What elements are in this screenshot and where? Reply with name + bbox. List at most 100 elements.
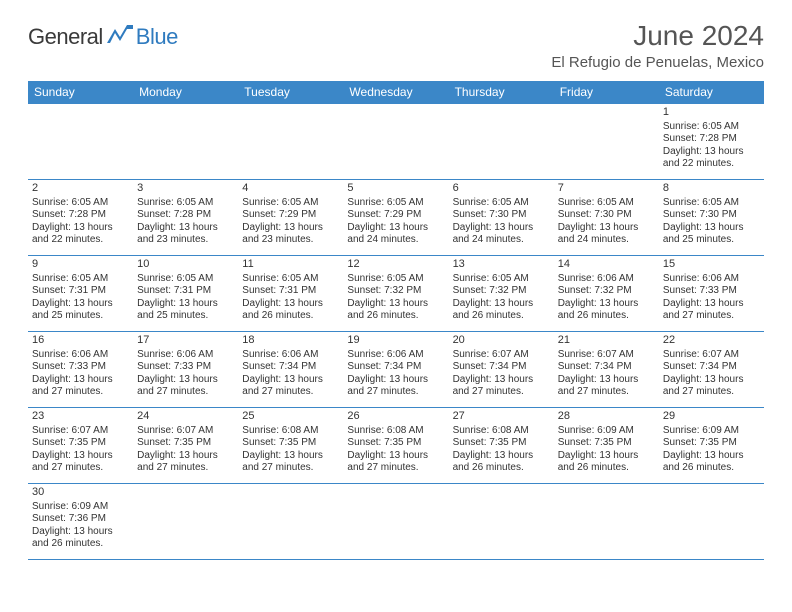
day-info-line: Sunrise: 6:06 AM [663,273,760,286]
day-number: 26 [347,410,444,424]
weekday-header: Friday [554,81,659,104]
day-number: 4 [242,182,339,196]
day-info-line: Sunrise: 6:07 AM [453,349,550,362]
day-info-line: and 27 minutes. [137,386,234,399]
day-info-line: and 26 minutes. [453,462,550,475]
calendar-cell-empty [343,484,448,560]
day-number: 23 [32,410,129,424]
calendar-row: 23Sunrise: 6:07 AMSunset: 7:35 PMDayligh… [28,408,764,484]
day-info-line: Sunset: 7:30 PM [558,209,655,222]
day-info-line: and 26 minutes. [347,310,444,323]
day-info-line: Sunrise: 6:05 AM [558,197,655,210]
day-info-line: Sunrise: 6:05 AM [32,273,129,286]
day-info-line: Sunset: 7:32 PM [347,285,444,298]
day-info-line: Daylight: 13 hours [32,526,129,539]
title-block: June 2024 El Refugio de Penuelas, Mexico [551,20,764,71]
day-info-line: and 27 minutes. [137,462,234,475]
day-number: 8 [663,182,760,196]
logo: General Blue [28,24,178,50]
calendar-cell-empty [343,104,448,180]
day-number: 12 [347,258,444,272]
day-number: 27 [453,410,550,424]
day-info-line: Sunrise: 6:05 AM [663,121,760,134]
calendar-cell: 29Sunrise: 6:09 AMSunset: 7:35 PMDayligh… [659,408,764,484]
calendar-cell-empty [28,104,133,180]
calendar-cell: 26Sunrise: 6:08 AMSunset: 7:35 PMDayligh… [343,408,448,484]
calendar-cell-empty [133,484,238,560]
day-number: 14 [558,258,655,272]
day-info-line: Sunset: 7:29 PM [242,209,339,222]
day-info-line: Daylight: 13 hours [32,298,129,311]
day-info-line: Sunrise: 6:05 AM [137,273,234,286]
day-info-line: Daylight: 13 hours [453,450,550,463]
day-info-line: and 22 minutes. [32,234,129,247]
day-info-line: Sunrise: 6:08 AM [453,425,550,438]
day-info-line: Sunset: 7:28 PM [137,209,234,222]
header: General Blue June 2024 El Refugio de Pen… [28,20,764,71]
calendar-cell: 11Sunrise: 6:05 AMSunset: 7:31 PMDayligh… [238,256,343,332]
calendar-cell: 6Sunrise: 6:05 AMSunset: 7:30 PMDaylight… [449,180,554,256]
day-info-line: Sunrise: 6:07 AM [137,425,234,438]
day-info-line: Sunrise: 6:09 AM [663,425,760,438]
day-info-line: Daylight: 13 hours [347,298,444,311]
weekday-header: Thursday [449,81,554,104]
day-info-line: Sunrise: 6:06 AM [347,349,444,362]
day-info-line: Sunset: 7:33 PM [32,361,129,374]
calendar-cell-empty [659,484,764,560]
day-info-line: and 27 minutes. [32,462,129,475]
day-info-line: and 22 minutes. [663,158,760,171]
calendar-cell: 8Sunrise: 6:05 AMSunset: 7:30 PMDaylight… [659,180,764,256]
calendar-cell: 16Sunrise: 6:06 AMSunset: 7:33 PMDayligh… [28,332,133,408]
day-info-line: and 26 minutes. [242,310,339,323]
day-number: 28 [558,410,655,424]
day-info-line: Sunrise: 6:06 AM [558,273,655,286]
day-info-line: Daylight: 13 hours [242,222,339,235]
day-info-line: Daylight: 13 hours [663,374,760,387]
day-info-line: Sunset: 7:36 PM [32,513,129,526]
day-number: 19 [347,334,444,348]
day-info-line: Daylight: 13 hours [242,450,339,463]
day-info-line: and 24 minutes. [558,234,655,247]
day-info-line: and 26 minutes. [558,310,655,323]
day-info-line: Sunset: 7:32 PM [558,285,655,298]
day-info-line: Sunrise: 6:07 AM [558,349,655,362]
day-info-line: Sunrise: 6:05 AM [453,273,550,286]
day-number: 29 [663,410,760,424]
weekday-header: Monday [133,81,238,104]
day-info-line: Daylight: 13 hours [347,222,444,235]
day-info-line: and 25 minutes. [663,234,760,247]
day-info-line: Sunset: 7:35 PM [137,437,234,450]
day-info-line: Sunset: 7:31 PM [242,285,339,298]
day-info-line: Daylight: 13 hours [347,450,444,463]
day-info-line: Sunrise: 6:05 AM [347,197,444,210]
calendar-cell: 1Sunrise: 6:05 AMSunset: 7:28 PMDaylight… [659,104,764,180]
calendar-cell: 10Sunrise: 6:05 AMSunset: 7:31 PMDayligh… [133,256,238,332]
day-info-line: Sunset: 7:29 PM [347,209,444,222]
day-info-line: Sunrise: 6:07 AM [32,425,129,438]
day-info-line: Sunset: 7:34 PM [453,361,550,374]
day-info-line: Daylight: 13 hours [137,374,234,387]
day-info-line: Sunrise: 6:09 AM [558,425,655,438]
day-info-line: Daylight: 13 hours [32,450,129,463]
calendar-table: SundayMondayTuesdayWednesdayThursdayFrid… [28,81,764,560]
day-number: 16 [32,334,129,348]
day-number: 22 [663,334,760,348]
day-number: 1 [663,106,760,120]
calendar-row: 30Sunrise: 6:09 AMSunset: 7:36 PMDayligh… [28,484,764,560]
day-info-line: and 27 minutes. [32,386,129,399]
day-info-line: Sunset: 7:34 PM [347,361,444,374]
day-info-line: Sunrise: 6:05 AM [242,273,339,286]
day-info-line: Sunrise: 6:09 AM [32,501,129,514]
day-number: 25 [242,410,339,424]
day-info-line: Daylight: 13 hours [32,222,129,235]
calendar-cell: 23Sunrise: 6:07 AMSunset: 7:35 PMDayligh… [28,408,133,484]
day-info-line: Sunset: 7:35 PM [558,437,655,450]
day-info-line: and 27 minutes. [242,386,339,399]
day-info-line: Sunset: 7:34 PM [663,361,760,374]
calendar-cell: 7Sunrise: 6:05 AMSunset: 7:30 PMDaylight… [554,180,659,256]
day-info-line: Sunset: 7:35 PM [32,437,129,450]
day-info-line: Daylight: 13 hours [558,450,655,463]
day-info-line: and 23 minutes. [137,234,234,247]
day-info-line: and 26 minutes. [663,462,760,475]
day-info-line: Daylight: 13 hours [242,298,339,311]
